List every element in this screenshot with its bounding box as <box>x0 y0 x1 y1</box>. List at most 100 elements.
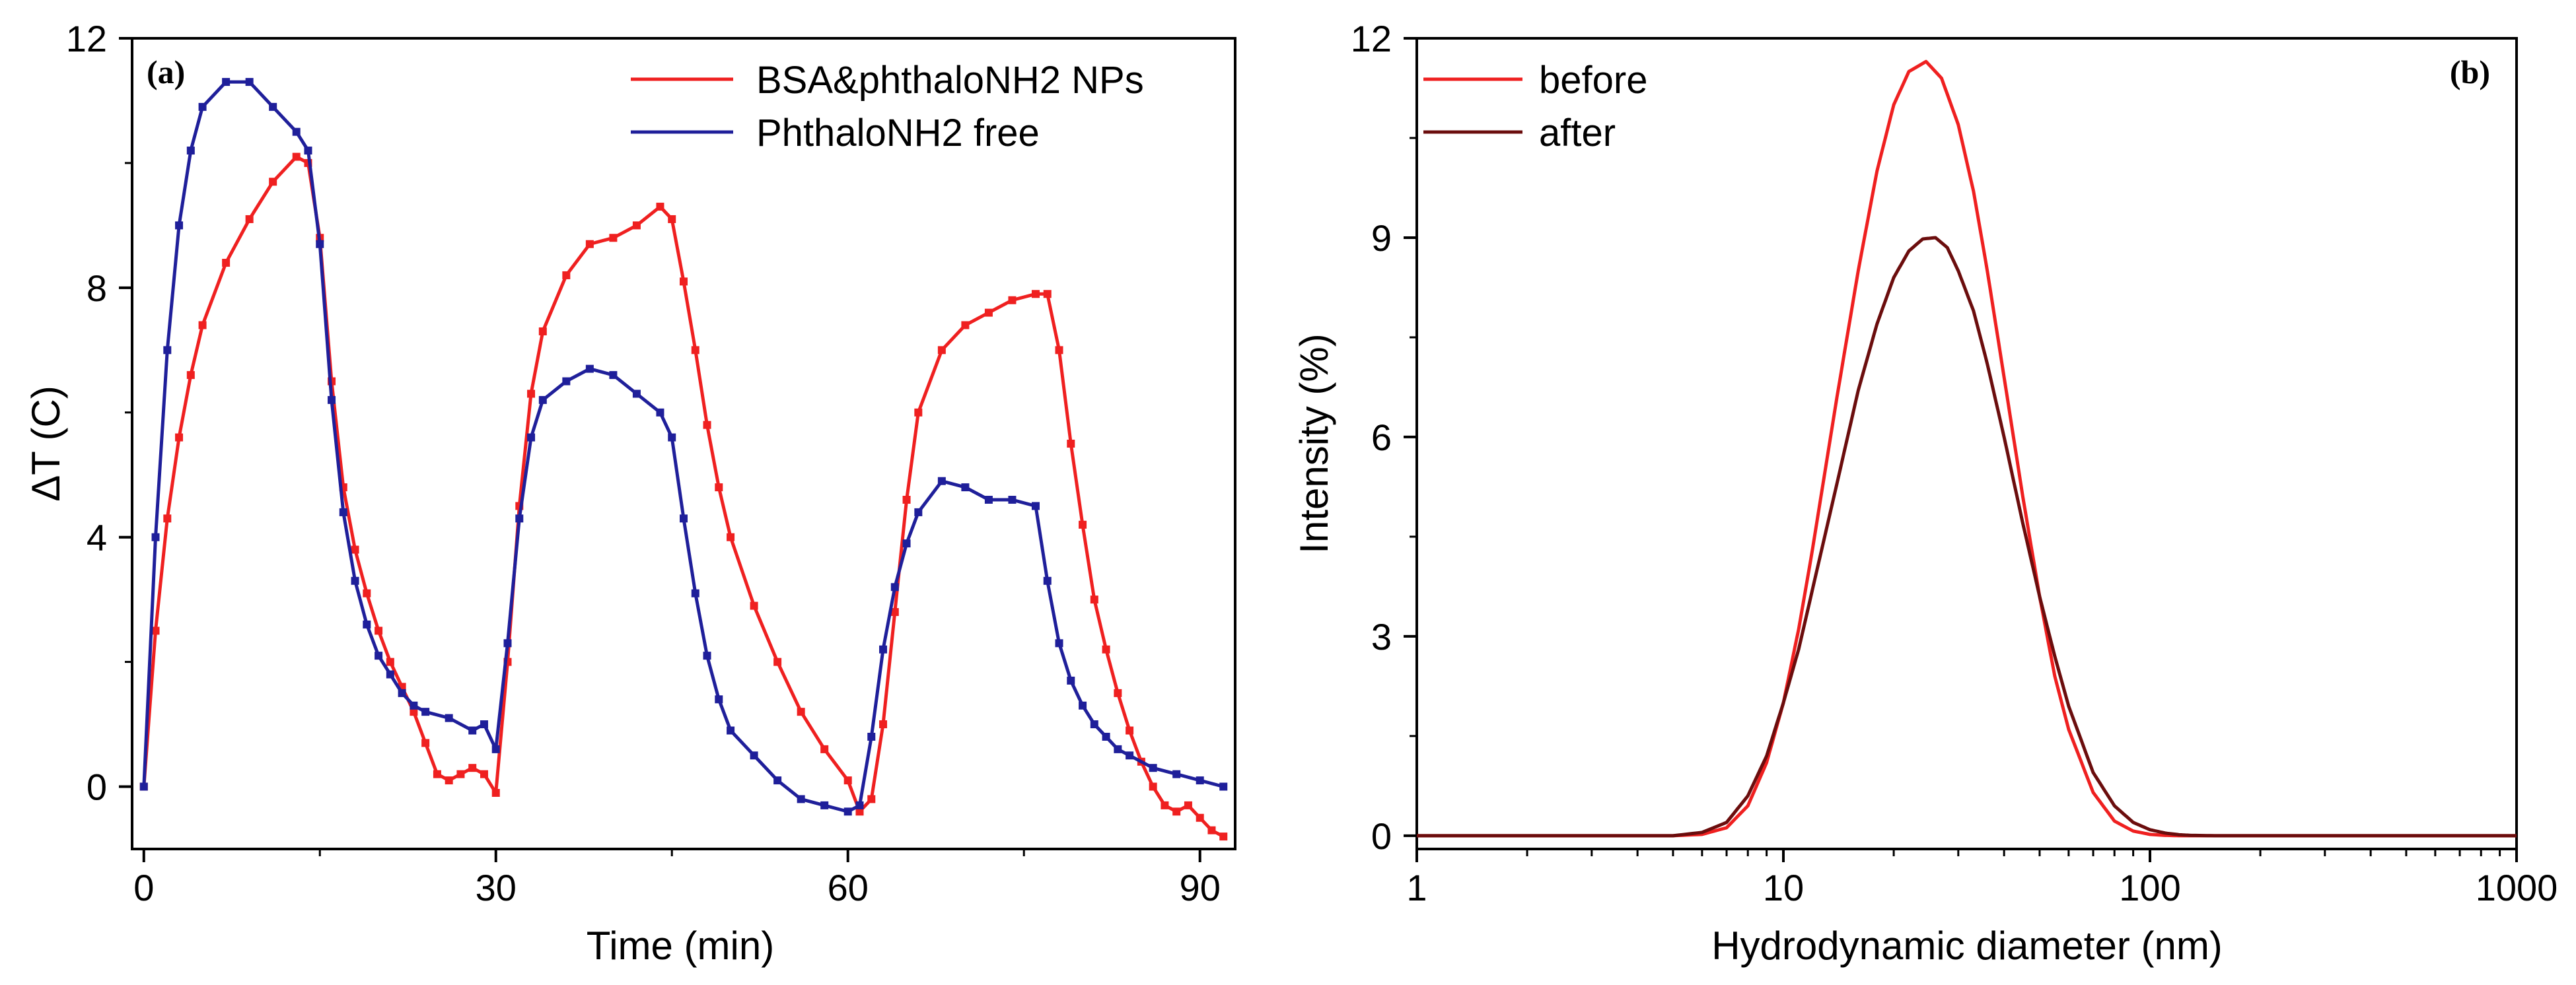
data-point-phthalonh2-free-6 <box>222 78 231 86</box>
data-point-phthalonh2-free-0 <box>139 782 148 791</box>
data-point-bsa-phthalonh2-nps-1 <box>151 627 160 635</box>
data-point-bsa-phthalonh2-nps-9 <box>292 153 301 161</box>
data-point-bsa-phthalonh2-nps-40 <box>715 483 723 492</box>
y-axis-label-b: Intensity (%) <box>1292 333 1336 553</box>
legend-label-after: after <box>1539 112 1616 154</box>
series-line-before <box>1417 59 2517 838</box>
data-point-phthalonh2-free-42 <box>797 795 805 803</box>
data-point-bsa-phthalonh2-nps-17 <box>386 658 394 666</box>
data-point-bsa-phthalonh2-nps-41 <box>727 533 735 541</box>
data-point-phthalonh2-free-27 <box>527 433 536 442</box>
data-point-phthalonh2-free-52 <box>961 483 970 492</box>
data-point-bsa-phthalonh2-nps-44 <box>797 708 805 716</box>
data-point-phthalonh2-free-7 <box>245 78 254 86</box>
data-point-phthalonh2-free-55 <box>1031 502 1040 510</box>
data-point-bsa-phthalonh2-nps-62 <box>1090 595 1098 604</box>
data-point-bsa-phthalonh2-nps-73 <box>1219 832 1228 841</box>
data-point-phthalonh2-free-25 <box>503 639 512 648</box>
data-point-phthalonh2-free-5 <box>198 102 207 111</box>
x-axis-label-b: Hydrodynamic diameter (nm) <box>1711 924 2223 968</box>
data-point-phthalonh2-free-41 <box>773 776 782 785</box>
y-tick-label-1-4: 12 <box>1351 18 1392 59</box>
data-point-bsa-phthalonh2-nps-63 <box>1102 645 1110 654</box>
data-point-phthalonh2-free-20 <box>421 708 430 716</box>
panel-label-a: (a) <box>147 53 185 90</box>
data-point-phthalonh2-free-62 <box>1114 745 1122 753</box>
data-point-phthalonh2-free-38 <box>715 695 723 704</box>
data-point-phthalonh2-free-12 <box>328 395 336 404</box>
data-point-phthalonh2-free-48 <box>890 583 899 592</box>
panel-label-b: (b) <box>2450 53 2490 90</box>
data-point-phthalonh2-free-34 <box>668 433 676 442</box>
data-point-phthalonh2-free-24 <box>491 745 500 753</box>
data-point-bsa-phthalonh2-nps-52 <box>914 408 923 417</box>
data-point-bsa-phthalonh2-nps-8 <box>269 178 277 186</box>
data-point-phthalonh2-free-66 <box>1196 776 1204 785</box>
legend-b: before after <box>1423 59 1647 154</box>
series-group-b <box>1417 59 2517 838</box>
data-point-phthalonh2-free-37 <box>703 652 711 660</box>
axis-ticks-a <box>119 37 1201 862</box>
data-point-phthalonh2-free-35 <box>680 514 688 523</box>
data-point-bsa-phthalonh2-nps-59 <box>1055 346 1063 355</box>
series-group-a <box>139 78 1228 841</box>
data-point-phthalonh2-free-46 <box>867 732 876 741</box>
y-tick-label-0-3: 12 <box>66 18 107 59</box>
data-point-phthalonh2-free-19 <box>410 701 418 710</box>
data-point-bsa-phthalonh2-nps-55 <box>984 308 993 317</box>
series-line-phthalonh2-free <box>142 80 1224 813</box>
data-point-phthalonh2-free-1 <box>151 533 160 541</box>
data-point-phthalonh2-free-49 <box>902 539 911 548</box>
data-point-bsa-phthalonh2-nps-36 <box>668 215 676 223</box>
data-point-phthalonh2-free-64 <box>1149 764 1157 772</box>
data-point-bsa-phthalonh2-nps-14 <box>351 545 359 554</box>
data-point-phthalonh2-free-31 <box>609 371 618 380</box>
legend-label-before: before <box>1539 59 1647 102</box>
data-point-phthalonh2-free-29 <box>562 377 571 386</box>
data-point-phthalonh2-free-54 <box>1008 496 1017 504</box>
data-point-bsa-phthalonh2-nps-56 <box>1008 296 1017 304</box>
x-tick-label-1-0: 1 <box>1406 867 1427 908</box>
tick-labels-a: 0 30 60 90 0 4 8 12 <box>66 18 1221 908</box>
data-point-phthalonh2-free-23 <box>480 720 488 729</box>
data-point-phthalonh2-free-10 <box>304 147 312 155</box>
series-line-bsa-phthalonh2-nps <box>142 155 1225 838</box>
data-point-phthalonh2-free-39 <box>727 726 735 735</box>
data-point-bsa-phthalonh2-nps-16 <box>375 627 383 635</box>
data-point-phthalonh2-free-43 <box>820 801 829 809</box>
data-point-phthalonh2-free-63 <box>1126 751 1134 760</box>
data-point-phthalonh2-free-28 <box>538 395 547 404</box>
plot-area-frame-b <box>1415 37 2518 850</box>
data-point-bsa-phthalonh2-nps-47 <box>855 807 864 816</box>
data-point-bsa-phthalonh2-nps-72 <box>1207 826 1216 834</box>
y-axis-label-a: ΔT (C) <box>24 386 68 502</box>
data-point-phthalonh2-free-21 <box>445 714 453 722</box>
data-point-bsa-phthalonh2-nps-20 <box>421 739 430 747</box>
data-point-phthalonh2-free-11 <box>316 240 324 248</box>
legend-label-phthalo-free: PhthaloNH2 free <box>756 112 1040 154</box>
legend-a: BSA&phthaloNH2 NPs PhthaloNH2 free <box>631 59 1144 154</box>
data-point-bsa-phthalonh2-nps-45 <box>820 745 829 753</box>
legend-label-bsa-nps: BSA&phthaloNH2 NPs <box>756 59 1144 102</box>
data-point-bsa-phthalonh2-nps-60 <box>1067 440 1075 448</box>
data-point-phthalonh2-free-14 <box>351 576 359 585</box>
data-point-bsa-phthalonh2-nps-69 <box>1172 807 1181 816</box>
data-point-bsa-phthalonh2-nps-43 <box>773 658 782 666</box>
data-point-bsa-phthalonh2-nps-71 <box>1196 813 1204 822</box>
data-point-phthalonh2-free-22 <box>468 726 477 735</box>
data-point-bsa-phthalonh2-nps-67 <box>1149 782 1157 791</box>
data-point-phthalonh2-free-67 <box>1219 782 1228 791</box>
data-point-bsa-phthalonh2-nps-48 <box>867 795 876 803</box>
data-point-phthalonh2-free-33 <box>656 408 664 417</box>
data-point-phthalonh2-free-53 <box>984 496 993 504</box>
data-point-phthalonh2-free-56 <box>1043 576 1052 585</box>
x-tick-label-1-2: 100 <box>2119 867 2180 908</box>
data-point-bsa-phthalonh2-nps-70 <box>1184 801 1192 809</box>
data-point-bsa-phthalonh2-nps-26 <box>491 788 500 797</box>
data-point-phthalonh2-free-13 <box>339 508 347 516</box>
y-tick-label-1-1: 3 <box>1371 616 1392 658</box>
x-tick-label-0-3: 90 <box>1180 867 1221 908</box>
data-point-bsa-phthalonh2-nps-23 <box>456 770 465 778</box>
data-point-bsa-phthalonh2-nps-65 <box>1126 726 1134 735</box>
